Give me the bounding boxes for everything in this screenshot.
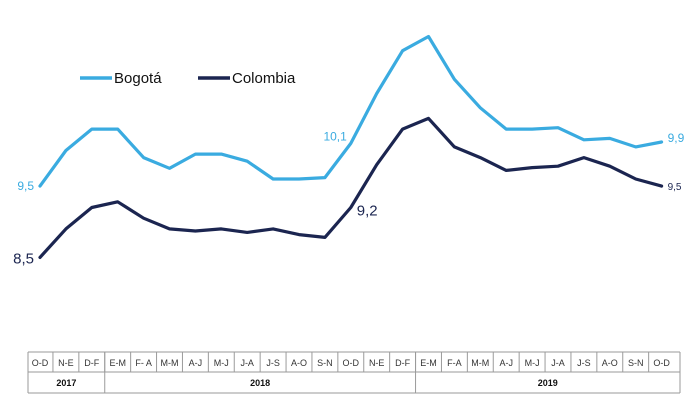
x-tick-label: E-M	[109, 358, 126, 368]
x-tick-label: J-A	[240, 358, 254, 368]
x-tick-label: J-S	[577, 358, 591, 368]
x-tick-label: A-O	[291, 358, 307, 368]
x-tick-label: J-S	[266, 358, 280, 368]
data-label-bogota-mid: 10,1	[323, 129, 347, 143]
x-year-label: 2017	[56, 378, 76, 388]
x-tick-label: O-D	[653, 358, 670, 368]
data-label-colombia-mid: 9,2	[357, 203, 378, 220]
x-tick-label: A-J	[189, 358, 203, 368]
x-tick-label: D-F	[84, 358, 99, 368]
x-tick-label: F- A	[135, 358, 152, 368]
x-tick-label: O-D	[32, 358, 49, 368]
x-tick-label: A-O	[602, 358, 618, 368]
data-label-colombia-end: 9,5	[668, 182, 682, 193]
x-tick-label: N-E	[58, 358, 74, 368]
series-line-colombia	[38, 116, 664, 259]
x-year-label: 2019	[538, 378, 558, 388]
x-tick-label: S-N	[317, 358, 333, 368]
data-label-colombia-start: 8,5	[13, 250, 34, 267]
legend-label-colombia: Colombia	[232, 70, 296, 87]
data-label-bogota-end: 9,9	[668, 131, 685, 145]
x-tick-label: A-J	[499, 358, 513, 368]
series-line-bogota	[38, 34, 664, 188]
x-tick-label: S-N	[628, 358, 644, 368]
x-tick-label: N-E	[369, 358, 385, 368]
x-tick-label: F-A	[447, 358, 462, 368]
x-tick-label: D-F	[395, 358, 410, 368]
data-label-bogota-start: 9,5	[17, 179, 34, 193]
x-tick-label: M-J	[214, 358, 229, 368]
x-tick-label: M-M	[471, 358, 489, 368]
x-tick-label: M-J	[525, 358, 540, 368]
legend-label-bogota: Bogotá	[114, 70, 162, 87]
x-tick-label: J-A	[551, 358, 565, 368]
x-tick-label: E-M	[420, 358, 437, 368]
x-tick-label: O-D	[343, 358, 360, 368]
x-year-label: 2018	[250, 378, 270, 388]
x-tick-label: M-M	[161, 358, 179, 368]
